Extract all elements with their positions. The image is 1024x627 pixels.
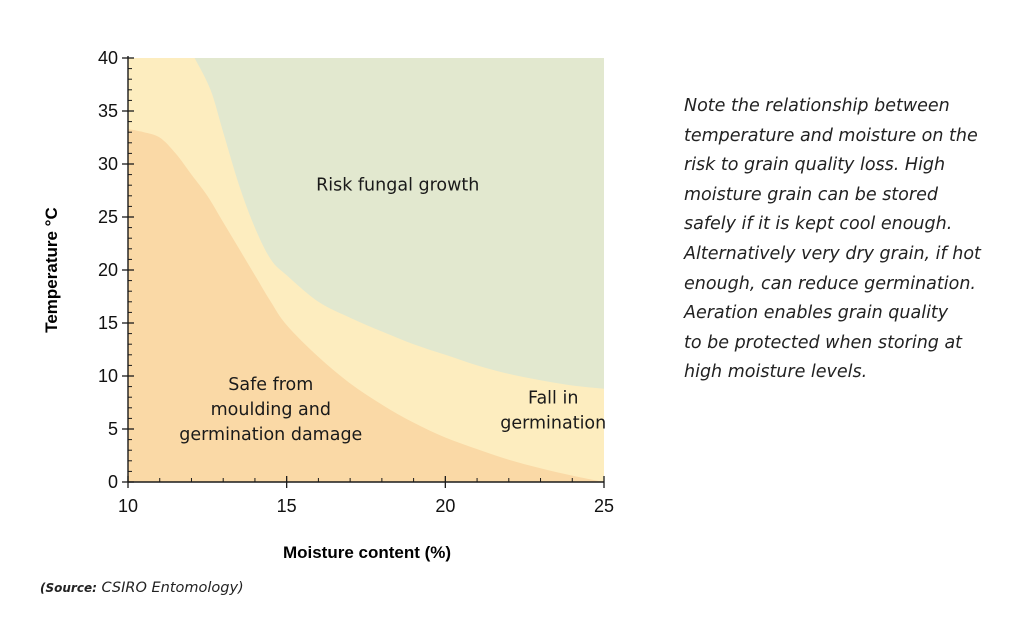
note-line: high moisture levels. <box>684 362 868 383</box>
y-tick-label: 10 <box>98 366 118 386</box>
y-tick-label: 0 <box>108 472 118 492</box>
y-tick-label: 25 <box>98 207 118 227</box>
chart: 0 5 10 15 20 25 30 35 40 10 15 20 25 Risk fungal gro… <box>42 48 614 562</box>
y-tick-label: 40 <box>98 48 118 68</box>
note-line: to be protected when storing at <box>684 332 963 353</box>
note-line: Alternatively very dry grain, if hot <box>684 243 981 264</box>
source-label: (Source: <box>40 581 97 595</box>
note-line: moisture grain can be stored <box>684 184 938 205</box>
axes: 0 5 10 15 20 25 30 35 40 10 15 20 25 <box>98 48 614 516</box>
region-label: Fall in germination <box>500 389 606 434</box>
x-tick-label: 10 <box>118 496 138 516</box>
x-axis-label: Moisture content (%) <box>283 543 451 562</box>
region-label-line: germination <box>500 414 606 434</box>
y-tick-label: 20 <box>98 260 118 280</box>
y-tick-label: 35 <box>98 101 118 121</box>
region-label-line: Risk fungal growth <box>316 176 479 196</box>
note-line: safely if it is kept cool enough. <box>684 214 953 235</box>
note-line: temperature and moisture on the <box>684 125 978 146</box>
region-labels: Risk fungal growth Fall in germination Safe… <box>179 176 606 445</box>
region-safe <box>128 129 604 482</box>
explanatory-note: Note the relationship between temperatur… <box>684 92 1014 388</box>
source-text: CSIRO Entomology) <box>101 580 244 596</box>
source-credit: (Source: CSIRO Entomology) <box>40 580 244 596</box>
x-tick-label: 20 <box>435 496 455 516</box>
note-line: enough, can reduce germination. <box>684 273 976 294</box>
region-risk-fungal-growth <box>194 58 604 389</box>
x-tick-label: 15 <box>277 496 297 516</box>
region-label-line: Fall in <box>528 389 578 409</box>
region-label-line: germination damage <box>179 425 362 445</box>
note-line: Note the relationship between <box>684 96 950 116</box>
x-tick-label: 25 <box>594 496 614 516</box>
region-label: Safe from moulding and germination damage <box>179 375 362 445</box>
region-label: Risk fungal growth <box>316 176 479 196</box>
region-label-line: moulding and <box>211 400 331 420</box>
note-line: risk to grain quality loss. High <box>684 155 946 176</box>
y-tick-label: 15 <box>98 313 118 333</box>
y-tick-label: 5 <box>108 419 118 439</box>
y-tick-label: 30 <box>98 154 118 174</box>
region-label-line: Safe from <box>228 375 313 395</box>
y-axis-label: Temperature °C <box>42 207 61 333</box>
note-line: Aeration enables grain quality <box>684 303 949 324</box>
